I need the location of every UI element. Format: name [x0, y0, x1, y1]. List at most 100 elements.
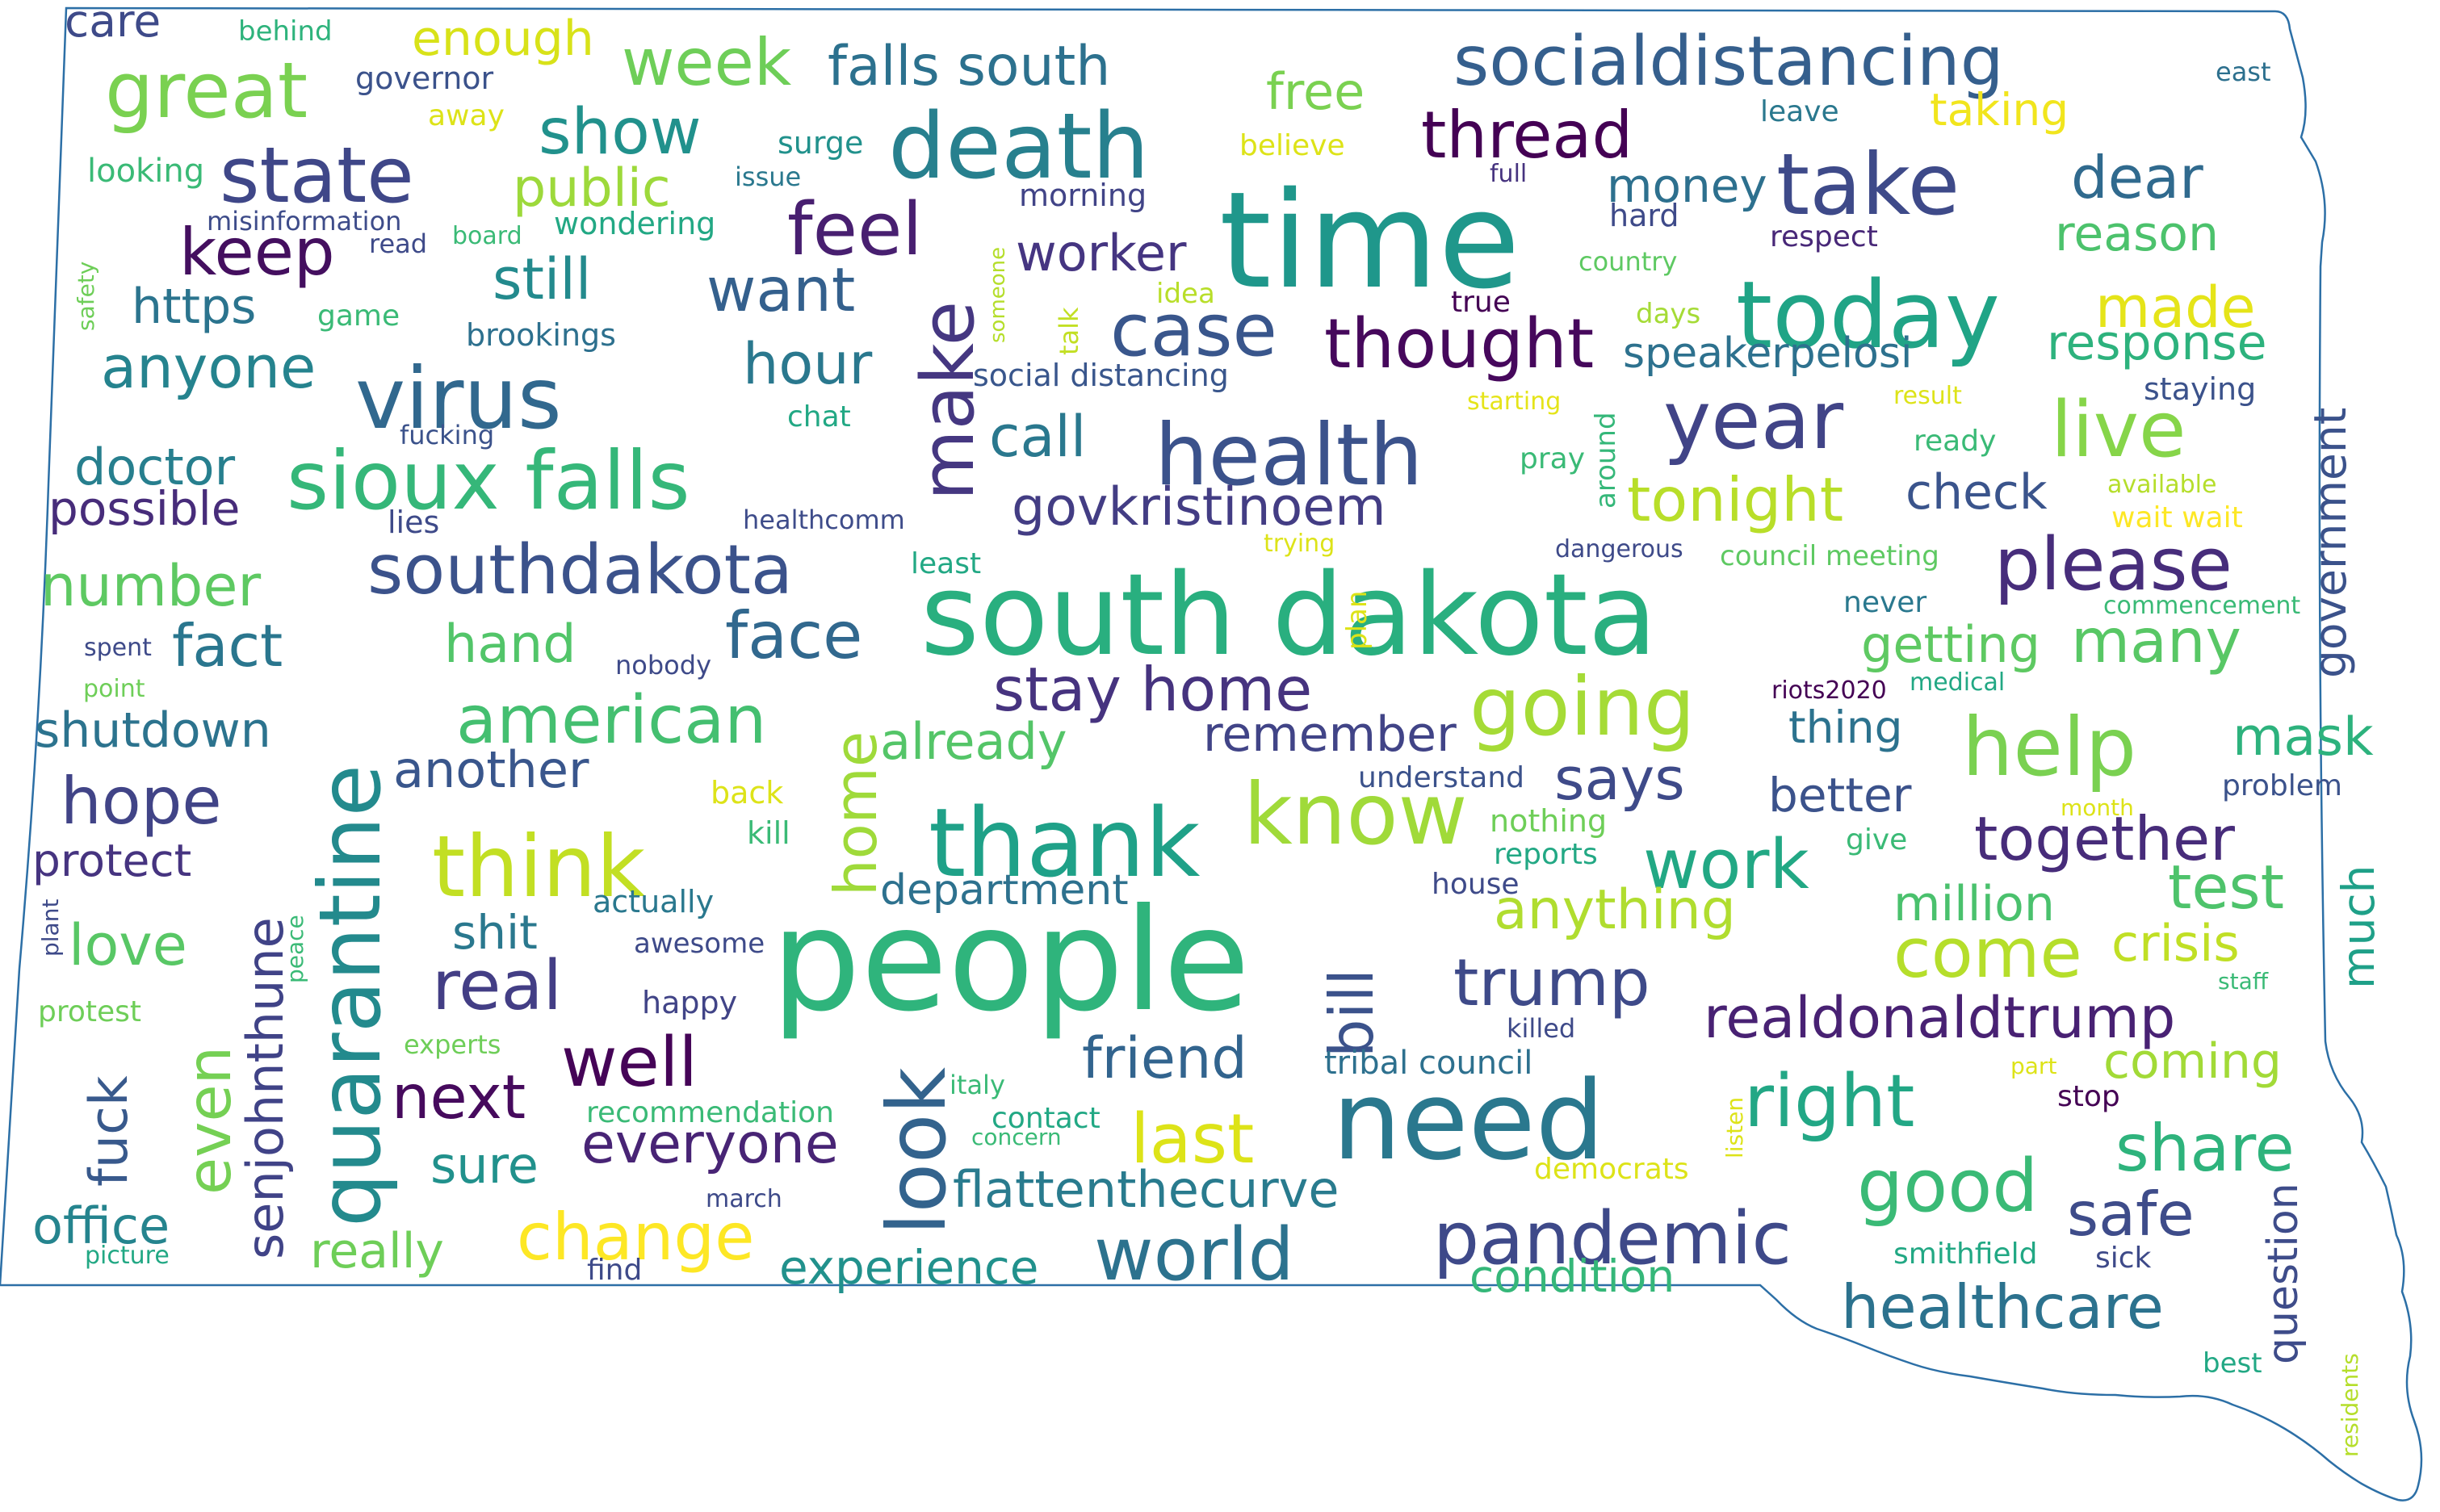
cloud-word: chat [787, 400, 851, 433]
cloud-word: looking [87, 153, 204, 190]
cloud-word: misinformation [207, 206, 401, 237]
cloud-word: american [456, 682, 766, 759]
cloud-word: government [2304, 408, 2356, 678]
cloud-word: public [513, 158, 671, 219]
cloud-word: experts [404, 1029, 501, 1060]
cloud-word: thank [929, 787, 1200, 898]
cloud-word: condition [1469, 1250, 1675, 1302]
cloud-word: full [1490, 160, 1527, 188]
cloud-word: great [105, 47, 308, 136]
cloud-word: state [220, 132, 414, 220]
cloud-word: think [432, 818, 645, 916]
cloud-word: thought [1324, 304, 1594, 384]
cloud-word: spent [84, 634, 152, 662]
cloud-word: share [2115, 1111, 2295, 1186]
cloud-word: year [1663, 373, 1844, 467]
cloud-word: kill [747, 815, 790, 851]
cloud-word: least [911, 547, 981, 580]
cloud-word: virus [355, 350, 562, 448]
cloud-word: hour [743, 331, 873, 397]
cloud-word: talk [1054, 307, 1084, 355]
cloud-word: quarantine [301, 764, 400, 1227]
cloud-word: safety [73, 262, 99, 331]
cloud-word: office [32, 1196, 170, 1255]
cloud-word: many [2071, 605, 2241, 676]
cloud-word: part [2010, 1053, 2056, 1079]
cloud-word: southdakota [367, 530, 793, 610]
cloud-word: sick [2095, 1242, 2152, 1275]
cloud-word: true [1451, 286, 1511, 319]
cloud-word: italy [950, 1070, 1005, 1100]
cloud-word: healthcare [1841, 1271, 2164, 1342]
cloud-word: dangerous [1555, 535, 1683, 563]
cloud-word: away [428, 99, 505, 132]
cloud-word: crisis [2111, 914, 2240, 973]
cloud-word: friend [1082, 1025, 1247, 1091]
cloud-word: nothing [1490, 803, 1607, 839]
cloud-word: morning [1019, 178, 1147, 213]
cloud-word: work [1643, 825, 1809, 905]
cloud-word: medical [1910, 668, 2005, 697]
cloud-word: worker [1016, 224, 1187, 283]
cloud-word: listen [1721, 1097, 1748, 1158]
cloud-word: really [310, 1223, 444, 1280]
cloud-word: stay home [993, 654, 1312, 725]
cloud-word: today [1736, 262, 2000, 370]
cloud-word: actually [593, 884, 714, 919]
cloud-word: free [1266, 62, 1365, 121]
cloud-word: sioux falls [287, 433, 690, 528]
cloud-word: governor [355, 61, 494, 96]
cloud-word: week [622, 25, 792, 100]
cloud-word: help [1962, 700, 2136, 794]
cloud-word: riots2020 [1771, 676, 1887, 705]
cloud-word: question [2259, 1183, 2308, 1364]
cloud-word: world [1094, 1213, 1294, 1297]
cloud-word: change [517, 1200, 754, 1275]
cloud-word: believe [1239, 129, 1345, 162]
cloud-word: time [1219, 163, 1520, 318]
cloud-word: stop [2057, 1080, 2120, 1113]
cloud-word: game [317, 299, 400, 333]
cloud-word: remember [1203, 706, 1457, 763]
cloud-word: already [880, 712, 1067, 771]
cloud-word: taking [1930, 84, 2069, 136]
cloud-word: starting [1467, 387, 1561, 416]
cloud-word: leave [1760, 95, 1839, 128]
cloud-word: trump [1453, 945, 1650, 1020]
cloud-word: east [2216, 57, 2271, 87]
cloud-word: people [771, 879, 1250, 1043]
cloud-word: socialdistancing [1453, 22, 2004, 102]
cloud-word: brookings [466, 317, 616, 353]
cloud-word: check [1905, 464, 2048, 521]
cloud-word: someone [986, 247, 1010, 343]
cloud-word: respect [1770, 220, 1878, 253]
cloud-word: getting [1861, 615, 2040, 674]
cloud-word: killed [1507, 1013, 1575, 1044]
cloud-word: fact [172, 612, 283, 680]
cloud-word: council meeting [1720, 540, 1939, 572]
cloud-word: country [1578, 246, 1677, 277]
cloud-word: thread [1421, 98, 1633, 173]
cloud-word: nobody [615, 650, 711, 681]
cloud-word: pandemic [1433, 1196, 1792, 1281]
cloud-word: best [2203, 1347, 2262, 1380]
cloud-word: month [2061, 794, 2134, 821]
cloud-word: govkristinoem [1012, 477, 1386, 538]
cloud-word: department [880, 866, 1129, 915]
cloud-word: tribal council [1324, 1045, 1532, 1082]
cloud-word: issue [735, 161, 801, 192]
cloud-word: shit [452, 905, 538, 960]
cloud-word: residents [2337, 1353, 2363, 1457]
cloud-word: house [1432, 868, 1520, 901]
cloud-word: anyone [101, 333, 316, 401]
cloud-word: social distancing [973, 358, 1229, 393]
cloud-word: shutdown [35, 702, 271, 759]
cloud-word: speakerpelosi [1623, 329, 1912, 378]
cloud-word: feel [787, 187, 922, 272]
cloud-word: together [1974, 803, 2235, 874]
cloud-word: fuck [79, 1075, 140, 1187]
cloud-word: democrats [1534, 1153, 1689, 1186]
cloud-word: sure [430, 1136, 539, 1195]
cloud-word: better [1768, 768, 1912, 823]
cloud-word: good [1857, 1144, 2038, 1229]
